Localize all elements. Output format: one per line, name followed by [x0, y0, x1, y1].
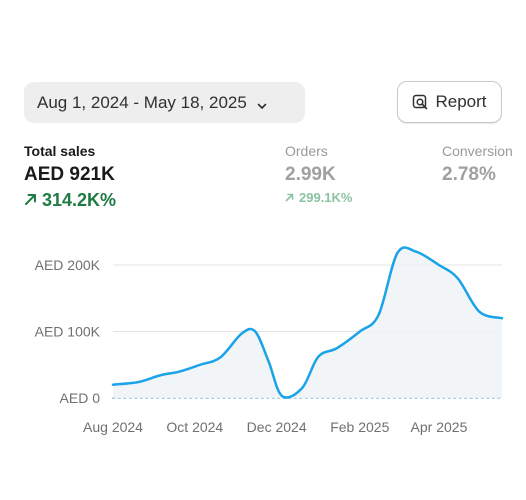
metric-label: Conversion — [442, 143, 513, 159]
metric-orders[interactable]: Orders 2.99K 299.1K% — [285, 142, 352, 205]
x-tick-label: Aug 2024 — [83, 419, 143, 435]
metric-label: Orders — [285, 143, 328, 159]
x-tick-label: Feb 2025 — [330, 419, 389, 435]
y-tick-label: AED 200K — [35, 257, 101, 273]
sales-area-fill — [113, 247, 502, 398]
arrow-up-right-icon — [24, 190, 37, 211]
y-tick-label: AED 0 — [60, 390, 101, 406]
report-label: Report — [435, 92, 487, 111]
metric-conversion[interactable]: Conversion 2.78% — [442, 142, 513, 187]
chevron-down-icon — [256, 97, 268, 109]
y-tick-label: AED 100K — [35, 324, 101, 340]
report-button[interactable]: Report — [397, 81, 502, 123]
x-tick-label: Apr 2025 — [411, 419, 468, 435]
arrow-up-right-icon — [285, 190, 294, 205]
metric-change-value: 314.2K% — [42, 190, 117, 210]
date-range-picker[interactable]: Aug 1, 2024 - May 18, 2025 — [24, 82, 305, 123]
metric-value: 2.99K — [285, 164, 336, 185]
sales-line — [111, 246, 504, 399]
metric-change-value: 299.1K% — [299, 190, 353, 205]
x-tick-label: Dec 2024 — [247, 419, 307, 435]
x-tick-label: Oct 2024 — [166, 419, 223, 435]
date-range-label: Aug 1, 2024 - May 18, 2025 — [37, 92, 247, 112]
metric-value: AED 921K — [24, 164, 115, 185]
metric-label: Total sales — [24, 143, 96, 159]
metric-value: 2.78% — [442, 164, 496, 185]
report-icon — [413, 94, 428, 109]
metric-change: 314.2K% — [24, 190, 116, 211]
sales-chart: AED 0 AED 100K AED 200K Aug 2024 Oct 2024 De… — [35, 246, 504, 435]
metric-total-sales[interactable]: Total sales AED 921K 314.2K% — [24, 142, 116, 211]
metric-change: 299.1K% — [285, 190, 352, 205]
